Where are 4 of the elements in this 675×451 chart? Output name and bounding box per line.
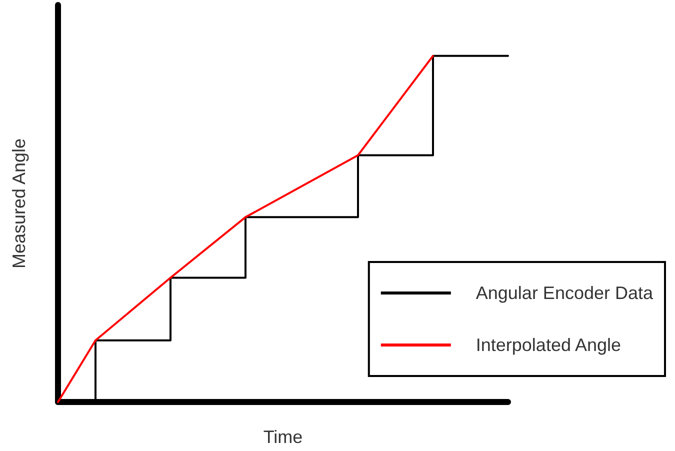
y-axis-title: Measured Angle (9, 138, 29, 269)
x-axis-title: Time (263, 427, 303, 447)
legend-label: Interpolated Angle (476, 335, 622, 355)
legend-label: Angular Encoder Data (476, 283, 654, 303)
